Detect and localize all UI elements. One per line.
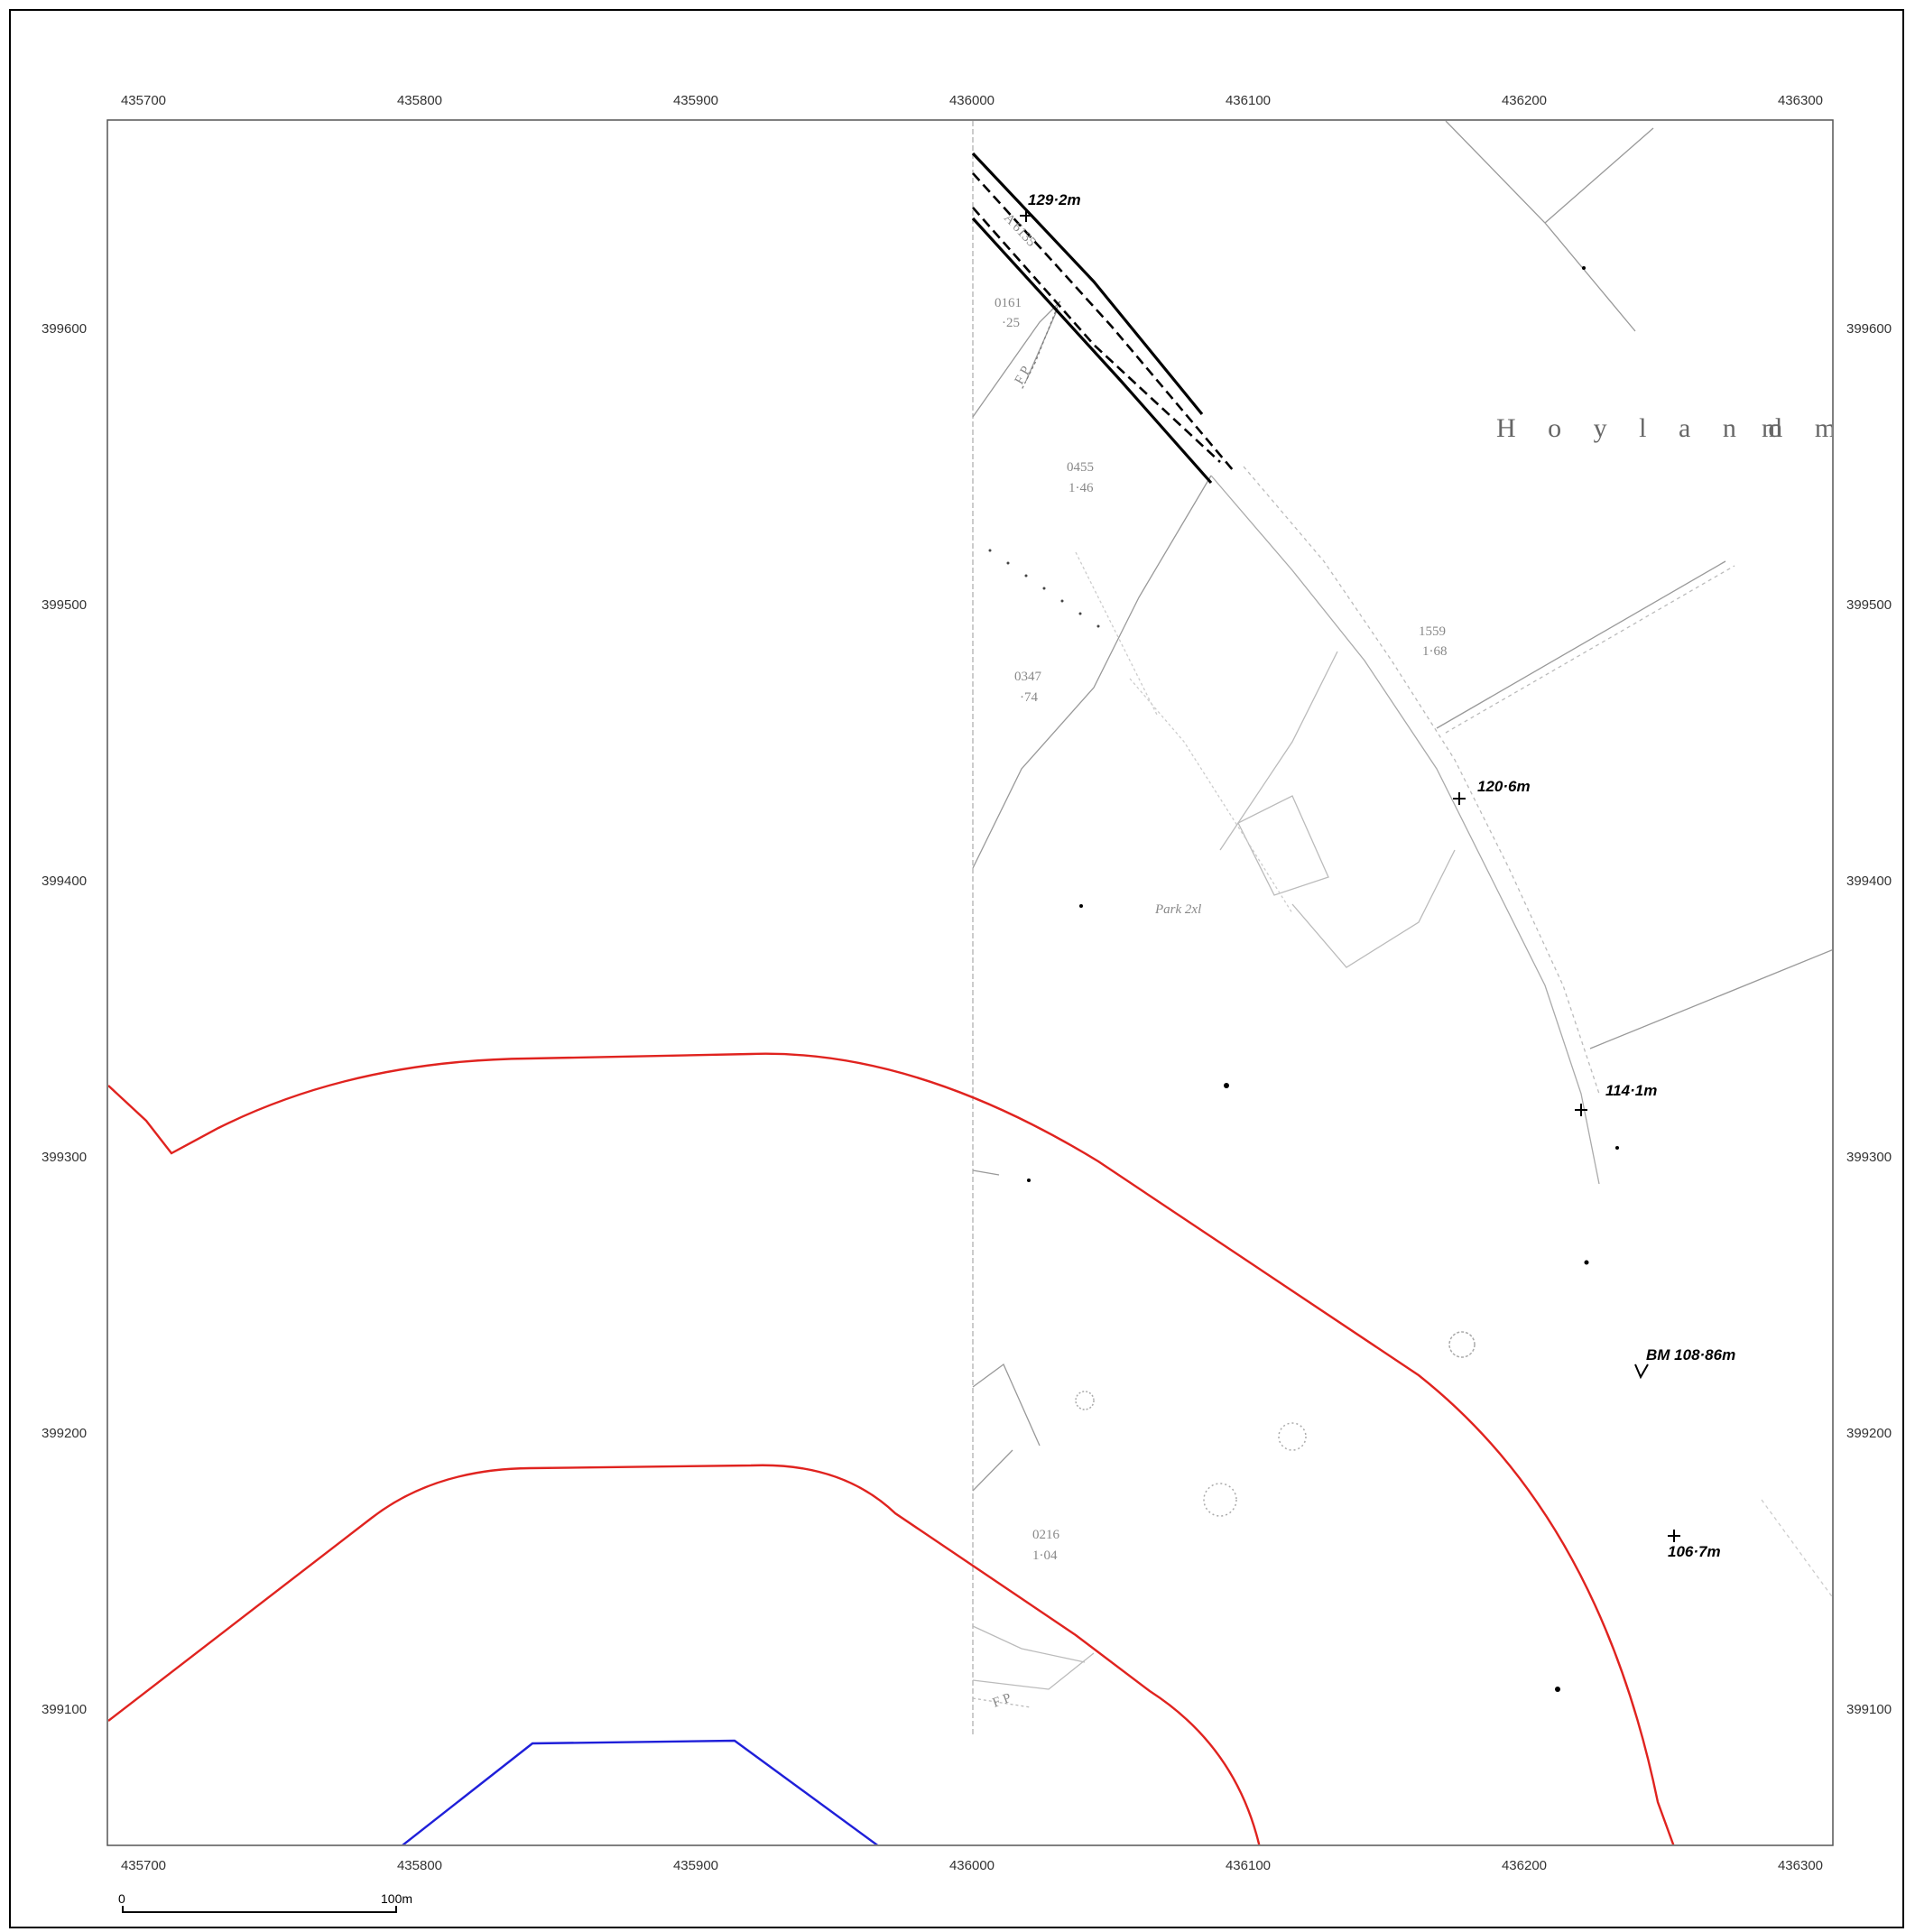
x-tick-label: 435700 — [121, 93, 166, 108]
spot-height-label: 129·2m — [1028, 191, 1081, 208]
x-tick-label: 435800 — [397, 1858, 442, 1873]
place-name: H o y l a n d — [1496, 413, 1794, 443]
map-sheet: 435700 435800 435900 436000 436100 43620… — [9, 9, 1904, 1928]
park-label: Park 2xl — [1154, 902, 1201, 917]
y-tick-label: 399200 — [42, 1426, 87, 1441]
vegetation-symbols — [1075, 1331, 1476, 1517]
y-tick-label: 399100 — [1846, 1702, 1892, 1717]
y-axis-left: 399600 399500 399400 399300 399200 39910… — [42, 321, 87, 1717]
y-tick-label: 399200 — [1846, 1426, 1892, 1441]
scale-bar-end-label: 100m — [381, 1891, 412, 1906]
spot-height-markers — [1020, 209, 1680, 1542]
field-boundaries — [972, 121, 1832, 1708]
y-axis-right: 399600 399500 399400 399300 399200 39910… — [1846, 321, 1892, 1717]
map-point-features — [1027, 266, 1619, 1692]
y-tick-label: 399500 — [42, 597, 87, 613]
x-axis-top: 435700 435800 435900 436000 436100 43620… — [121, 93, 1823, 108]
x-axis-bottom: 435700 435800 435900 436000 436100 43620… — [121, 1858, 1823, 1873]
x-tick-label: 436100 — [1226, 93, 1271, 108]
dotted-boundary — [988, 549, 1100, 628]
y-tick-label: 399500 — [1846, 597, 1892, 613]
parcel-area: 1·04 — [1032, 1548, 1058, 1563]
benchmark-label: BM 108·86m — [1646, 1346, 1735, 1363]
parcel-id: 0216 — [1032, 1528, 1060, 1542]
spot-height-label: 114·1m — [1605, 1082, 1657, 1099]
scale-bar: 0 100m — [118, 1891, 412, 1913]
y-tick-label: 399300 — [1846, 1150, 1892, 1165]
benchmark-arrow-icon — [1634, 1363, 1649, 1380]
place-name-suffix: m m — [1762, 413, 1848, 443]
x-tick-label: 436000 — [949, 1858, 995, 1873]
outer-buffer-line — [108, 1052, 1675, 1844]
parcel-area: 1·46 — [1069, 481, 1094, 495]
x-tick-label: 436100 — [1226, 1858, 1271, 1873]
site-boundary-line — [402, 1739, 879, 1844]
footpath-label: F P — [991, 1691, 1013, 1711]
footpath-label: F P — [1013, 364, 1034, 387]
parcel-area: ·74 — [1020, 690, 1038, 705]
x-tick-label: 435800 — [397, 93, 442, 108]
map-canvas: 435700 435800 435900 436000 436100 43620… — [42, 93, 1892, 1913]
parcel-id: 0347 — [1014, 670, 1042, 684]
scale-bar-start-label: 0 — [118, 1891, 125, 1906]
inner-buffer-line — [108, 1464, 1261, 1844]
map-frame — [106, 119, 1834, 1846]
x-tick-label: 436000 — [949, 93, 995, 108]
x-tick-label: 436200 — [1502, 1858, 1547, 1873]
spot-height-label: 120·6m — [1477, 778, 1531, 795]
y-tick-label: 399400 — [42, 874, 87, 889]
y-tick-label: 399400 — [1846, 874, 1892, 889]
parcel-id: 0161 — [995, 296, 1022, 310]
parcel-id: 0455 — [1067, 460, 1094, 475]
y-tick-label: 399100 — [42, 1702, 87, 1717]
x-tick-label: 435900 — [673, 93, 718, 108]
y-tick-label: 399300 — [42, 1150, 87, 1165]
x-tick-label: 436200 — [1502, 93, 1547, 108]
spot-height-label: 106·7m — [1668, 1543, 1721, 1560]
y-tick-label: 399600 — [42, 321, 87, 337]
parcel-area: 1·68 — [1422, 644, 1448, 659]
x-tick-label: 436300 — [1778, 93, 1823, 108]
y-tick-label: 399600 — [1846, 321, 1892, 337]
map-content: 129·2m 120·6m 114·1m 106·7m BM 108·86m A… — [108, 121, 1848, 1844]
x-tick-label: 435900 — [673, 1858, 718, 1873]
x-tick-label: 436300 — [1778, 1858, 1823, 1873]
parcel-id: 1559 — [1419, 624, 1446, 639]
road-a6135 — [971, 152, 1235, 485]
footpath-line — [1021, 300, 1060, 391]
parcel-area: ·25 — [1002, 316, 1020, 330]
x-tick-label: 435700 — [121, 1858, 166, 1873]
